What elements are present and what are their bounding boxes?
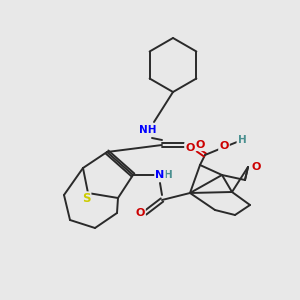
Text: S: S: [82, 193, 90, 206]
Text: H: H: [238, 135, 246, 145]
Text: O: O: [185, 143, 195, 153]
Text: H: H: [164, 170, 172, 180]
Text: N: N: [155, 170, 165, 180]
Text: O: O: [219, 141, 229, 151]
Text: O: O: [251, 162, 261, 172]
Text: O: O: [195, 140, 205, 150]
Text: O: O: [135, 208, 145, 218]
Text: NH: NH: [139, 125, 157, 135]
